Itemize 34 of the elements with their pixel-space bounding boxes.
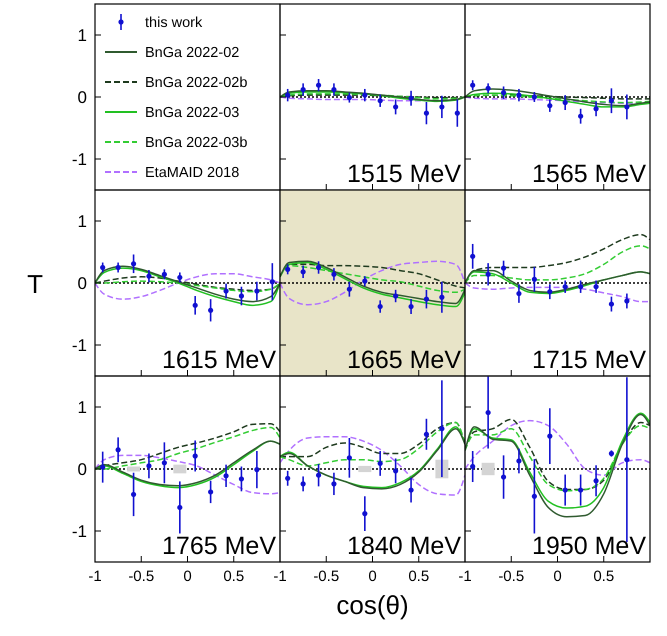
y-tick-label: -1 bbox=[72, 522, 87, 541]
y-tick-label: -1 bbox=[72, 336, 87, 355]
x-tick-label: -1 bbox=[273, 568, 287, 585]
x-tick-label: 0 bbox=[183, 568, 192, 585]
x-tick-label: -0.5 bbox=[498, 568, 524, 585]
legend-label: EtaMAID 2018 bbox=[145, 165, 240, 181]
x-tick-label: 0.5 bbox=[223, 568, 244, 585]
annotation: 1715 MeV bbox=[532, 346, 646, 374]
legend-label: this work bbox=[145, 15, 203, 31]
legend-label: BnGa 2022-03b bbox=[145, 135, 248, 151]
annotation: 1615 MeV bbox=[162, 346, 276, 374]
annotation: 1950 MeV bbox=[532, 532, 646, 560]
annotation: 1515 MeV bbox=[347, 160, 462, 188]
annotation: 1765 MeV bbox=[162, 532, 276, 560]
x-tick-label: -1 bbox=[88, 568, 102, 585]
annotation: 1565 MeV bbox=[532, 160, 646, 188]
legend-label: BnGa 2022-03 bbox=[145, 105, 240, 121]
y-axis-title: T bbox=[27, 269, 44, 299]
y-tick-label: 1 bbox=[78, 398, 87, 417]
legend-label: BnGa 2022-02 bbox=[145, 45, 240, 61]
x-tick-label: -0.5 bbox=[313, 568, 340, 585]
x-tick-label: 0 bbox=[553, 568, 562, 585]
y-tick-label: 1 bbox=[78, 212, 87, 231]
legend-label: BnGa 2022-02b bbox=[145, 75, 248, 91]
y-tick-label: 0 bbox=[78, 460, 87, 479]
x-tick-label: 0.5 bbox=[593, 568, 614, 585]
x-tick-label: -0.5 bbox=[128, 568, 154, 585]
x-tick-label: 0 bbox=[368, 568, 377, 585]
annotation: 1840 MeV bbox=[347, 532, 462, 560]
x-axis-title: cos(θ) bbox=[336, 590, 409, 620]
x-tick-label: 0.5 bbox=[408, 568, 430, 585]
y-tick-label: 0 bbox=[78, 274, 87, 293]
x-tick-label: -1 bbox=[458, 568, 472, 585]
annotation: 1665 MeV bbox=[347, 346, 462, 374]
